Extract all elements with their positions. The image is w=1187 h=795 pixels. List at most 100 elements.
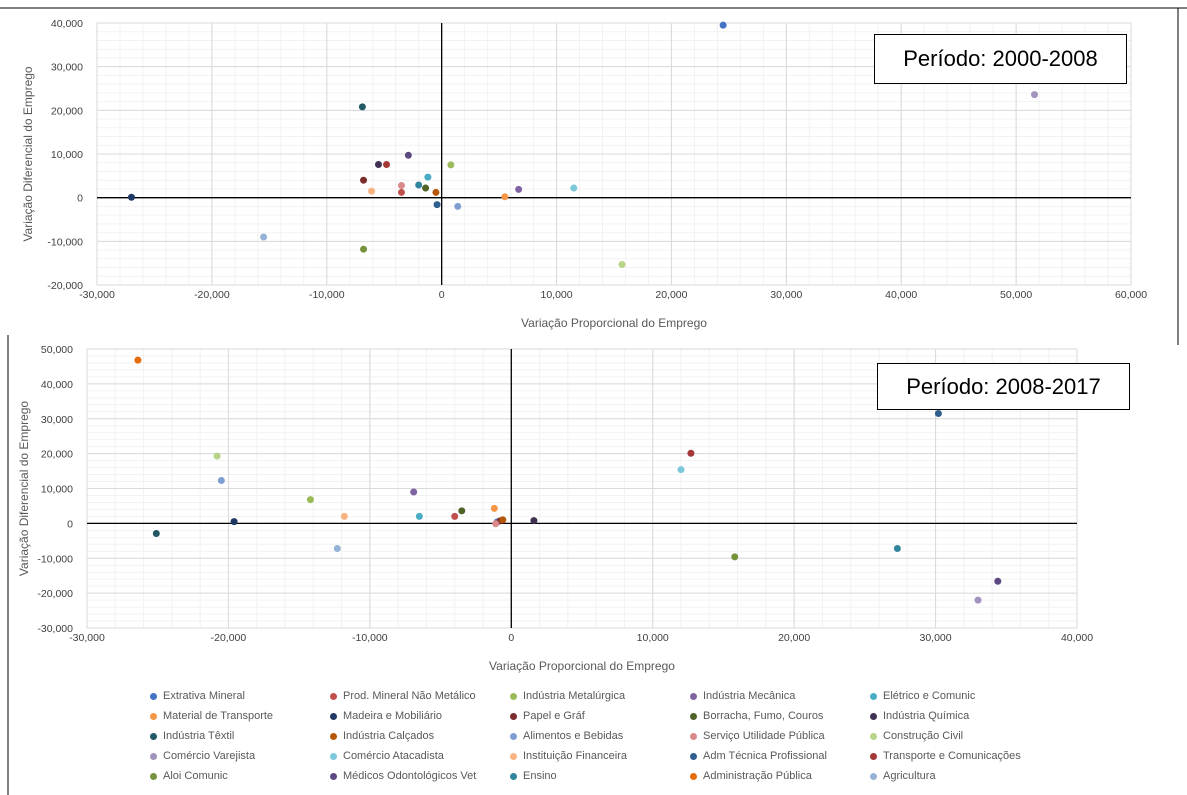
data-point [397, 188, 405, 196]
data-point [447, 161, 455, 169]
x-axis-title: Variação Proporcional do Emprego [489, 659, 675, 673]
legend-label: Indústria Calçados [343, 730, 435, 742]
legend-item: Alimentos e Bebidas [510, 730, 690, 742]
data-point [454, 202, 462, 210]
data-point [994, 577, 1002, 585]
y-tick-label: 20,000 [41, 449, 73, 461]
legend-marker-icon [150, 732, 157, 740]
legend-label: Construção Civil [883, 730, 964, 742]
legend-marker-icon [870, 732, 877, 740]
legend-marker-icon [150, 692, 157, 700]
legend-marker-icon [330, 692, 337, 700]
legend-marker-icon [150, 752, 157, 760]
y-tick-label: -20,000 [47, 280, 83, 292]
data-point [134, 356, 142, 364]
legend-item: Ensino [510, 770, 690, 782]
legend-item: Administração Pública [690, 770, 870, 782]
legend-item: Elétrico e Comunic [870, 690, 1050, 702]
data-point [404, 151, 412, 159]
x-tick-label: 10,000 [540, 289, 572, 301]
data-point [934, 410, 942, 418]
legend-item: Comércio Atacadista [330, 750, 510, 762]
x-tick-label: 40,000 [1061, 632, 1093, 644]
legend-label: Alimentos e Bebidas [523, 730, 624, 742]
legend-item: Madeira e Mobiliário [330, 710, 510, 722]
legend-label: Madeira e Mobiliário [343, 710, 443, 722]
legend-item: Prod. Mineral Não Metálico [330, 690, 510, 702]
data-point [618, 260, 626, 268]
legend-item: Instituição Financeira [510, 750, 690, 762]
y-axis-title: Variação Diferencial do Emprego [21, 66, 35, 242]
data-point [1030, 91, 1038, 99]
x-tick-label: 40,000 [885, 289, 917, 301]
data-point [677, 466, 685, 474]
x-tick-label: 0 [439, 289, 445, 301]
legend-item: Indústria Metalúrgica [510, 690, 690, 702]
legend-label: Material de Transporte [163, 710, 274, 722]
x-tick-label: -20,000 [194, 289, 230, 301]
legend-marker-icon [870, 692, 877, 700]
legend-marker-icon [510, 712, 517, 720]
legend-marker-icon [330, 752, 337, 760]
data-point [424, 173, 432, 181]
legend-marker-icon [870, 712, 877, 720]
legend-label: Comércio Atacadista [343, 750, 444, 762]
y-tick-label: 0 [67, 518, 73, 530]
x-tick-label: -10,000 [309, 289, 345, 301]
legend-item: Serviço Utilidade Pública [690, 730, 870, 742]
data-point [458, 507, 466, 515]
data-point [260, 233, 268, 241]
legend-item: Papel e Gráf [510, 710, 690, 722]
data-point [333, 544, 341, 552]
data-point [397, 181, 405, 189]
legend-label: Transporte e Comunicações [883, 750, 1021, 762]
x-tick-label: 50,000 [1000, 289, 1032, 301]
data-point [127, 193, 135, 201]
x-tick-label: -30,000 [69, 632, 105, 644]
legend-label: Indústria Metalúrgica [523, 690, 626, 702]
y-tick-label: 40,000 [41, 379, 73, 391]
chart-legend: Extrativa Mineral Prod. Mineral Não Metál… [150, 690, 1050, 782]
x-tick-label: -10,000 [352, 632, 388, 644]
x-tick-label: -30,000 [79, 289, 115, 301]
y-tick-label: 10,000 [51, 149, 83, 161]
legend-item: Indústria Têxtil [150, 730, 330, 742]
data-point [217, 476, 225, 484]
legend-marker-icon [150, 772, 157, 780]
y-tick-label: -10,000 [37, 553, 73, 565]
y-tick-label: 50,000 [41, 344, 73, 356]
y-tick-label: 0 [77, 193, 83, 205]
data-point [230, 518, 238, 526]
x-tick-label: -20,000 [211, 632, 247, 644]
legend-label: Aloi Comunic [163, 770, 228, 782]
x-tick-label: 30,000 [920, 632, 952, 644]
x-axis-title: Variação Proporcional do Emprego [521, 316, 707, 330]
x-tick-label: 10,000 [637, 632, 669, 644]
data-point [368, 187, 376, 195]
legend-item: Material de Transporte [150, 710, 330, 722]
data-point [415, 181, 423, 189]
y-tick-label: -20,000 [37, 588, 73, 600]
data-point [306, 496, 314, 504]
legend-marker-icon [510, 692, 517, 700]
legend-marker-icon [330, 772, 337, 780]
data-point [340, 512, 348, 520]
legend-label: Papel e Gráf [523, 710, 585, 722]
x-tick-label: 30,000 [770, 289, 802, 301]
data-point [213, 452, 221, 460]
x-tick-label: 60,000 [1115, 289, 1147, 301]
legend-label: Adm Técnica Profissional [703, 750, 827, 762]
data-point [731, 553, 739, 561]
legend-marker-icon [690, 752, 697, 760]
data-point [360, 245, 368, 253]
legend-label: Agricultura [883, 770, 936, 782]
data-point [530, 517, 538, 525]
y-axis-title: Variação Diferencial do Emprego [17, 401, 31, 577]
data-point [490, 504, 498, 512]
legend-label: Comércio Varejista [163, 750, 256, 762]
legend-label: Elétrico e Comunic [883, 690, 976, 702]
data-point [719, 21, 727, 29]
scatter-chart-2000-2008: -30,000 -20,000 -10,000 0 10,000 20,000 30,000… [21, 18, 1147, 330]
legend-label: Prod. Mineral Não Metálico [343, 690, 476, 702]
data-point [451, 512, 459, 520]
